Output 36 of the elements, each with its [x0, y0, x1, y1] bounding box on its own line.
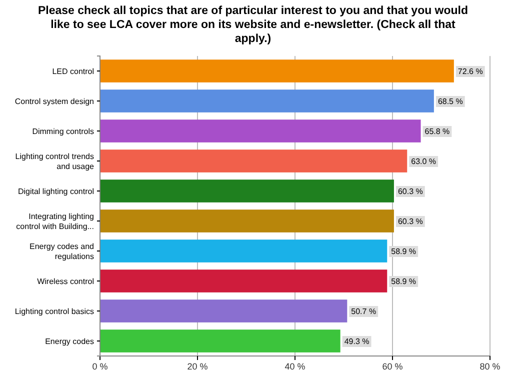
data-label: 49.3 %: [344, 337, 370, 346]
y-tick-label: Energy codes and regulations: [30, 242, 94, 261]
data-label: 60.3 %: [398, 187, 423, 196]
data-label: 63.0 %: [411, 157, 436, 166]
y-tick-label: Integrating lighting control with Building...: [16, 212, 94, 231]
x-tick-label: 80 %: [480, 361, 500, 372]
bar: [100, 150, 408, 172]
x-tick-label: 0 %: [92, 361, 108, 372]
data-label: 58.9 %: [391, 247, 416, 256]
y-tick-label: LED control: [52, 67, 94, 76]
bar: [100, 60, 454, 82]
y-tick-label: Wireless control: [37, 277, 94, 286]
data-label: 68.5 %: [438, 97, 463, 106]
x-tick-label: 40 %: [284, 361, 306, 372]
x-tick-label: 60 %: [382, 361, 403, 372]
chart-title: Please check all topics that are of particular interest to you and that you would like to see LCA cover more on its website and e-newsletter. (Check all that apply.): [38, 5, 468, 45]
data-label: 58.9 %: [391, 277, 416, 286]
bar: [100, 270, 388, 292]
data-label: 60.3 %: [398, 217, 423, 226]
y-tick-label: Energy codes: [45, 337, 94, 346]
y-tick-label: Dimming controls: [32, 127, 94, 136]
bar: [100, 300, 348, 322]
bar: [100, 180, 394, 202]
y-tick-label: Digital lighting control: [18, 187, 94, 196]
bar: [100, 330, 340, 352]
y-tick-label: Lighting control trends and usage: [15, 152, 95, 171]
bar: [100, 210, 394, 232]
bar: [100, 240, 388, 262]
bar: [100, 120, 421, 142]
bar: [100, 90, 434, 112]
data-label: 65.8 %: [424, 127, 450, 136]
data-label: 50.7 %: [351, 307, 376, 316]
x-tick-label: 20 %: [187, 361, 208, 372]
data-label: 72.6 %: [458, 67, 483, 76]
y-tick-label: Lighting control basics: [14, 307, 94, 316]
y-tick-label: Control system design: [14, 97, 94, 106]
